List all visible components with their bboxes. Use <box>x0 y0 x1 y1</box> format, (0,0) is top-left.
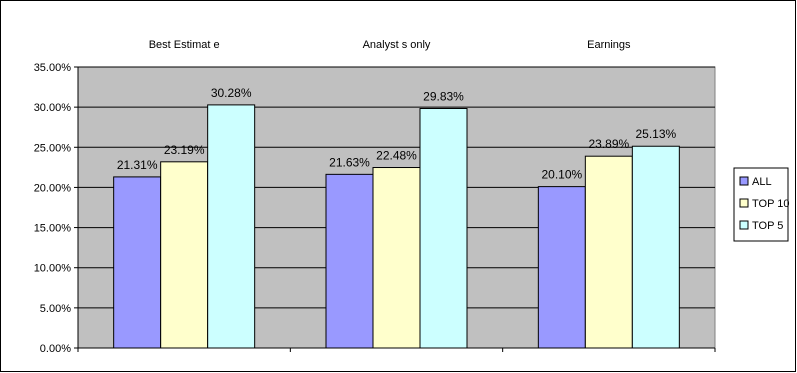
legend-label: TOP 5 <box>752 220 783 232</box>
y-tick-label: 35.00% <box>34 62 72 74</box>
bar <box>537 186 586 349</box>
category-label: Earnings <box>587 39 631 51</box>
legend: ALL TOP 10 TOP 5 <box>733 167 790 242</box>
data-labels: Best Estimat e 21.31% 23.19% 30.28% Analyst … <box>117 39 677 182</box>
bars <box>113 104 680 349</box>
legend-swatch <box>739 220 749 230</box>
data-label: 25.13% <box>635 127 676 141</box>
category-label: Best Estimat e <box>149 39 220 51</box>
legend-swatch <box>739 176 749 186</box>
y-tick-label: 15.00% <box>34 223 72 235</box>
data-label: 21.63% <box>329 155 370 169</box>
y-tick-label: 0.00% <box>40 343 71 355</box>
data-label: 21.31% <box>117 158 158 172</box>
legend-swatch <box>739 198 749 208</box>
bar <box>631 145 680 349</box>
bar <box>372 167 421 349</box>
data-label: 23.89% <box>588 137 629 151</box>
bar <box>419 108 468 349</box>
y-tick-label: 20.00% <box>34 182 72 194</box>
bar <box>325 173 374 349</box>
data-label: 29.83% <box>423 90 464 104</box>
y-tick-label: 25.00% <box>34 142 72 154</box>
y-tick-label: 30.00% <box>34 102 72 114</box>
bar <box>584 155 633 349</box>
bar <box>207 104 256 349</box>
legend-label: ALL <box>752 176 772 188</box>
axes: 0.00% 5.00% 10.00% 15.00% 20.00% 25.00% 30.00%… <box>34 62 716 355</box>
y-tick-label: 5.00% <box>40 303 71 315</box>
category-label: Analyst s only <box>363 39 431 51</box>
bar <box>113 176 162 349</box>
data-label: 30.28% <box>211 86 252 100</box>
data-label: 23.19% <box>164 143 205 157</box>
bar <box>160 161 209 349</box>
y-tick-label: 10.00% <box>34 263 72 275</box>
legend-label: TOP 10 <box>752 198 790 210</box>
data-label: 22.48% <box>376 149 417 163</box>
data-label: 20.10% <box>541 168 582 182</box>
